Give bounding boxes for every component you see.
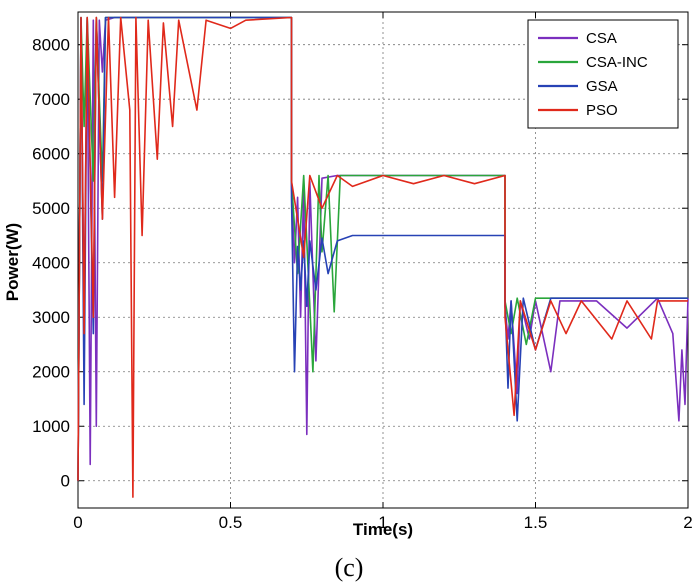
y-tick-label: 5000 (32, 199, 70, 218)
x-tick-label: 1.5 (524, 513, 548, 532)
y-tick-label: 0 (61, 472, 70, 491)
y-tick-label: 7000 (32, 90, 70, 109)
y-tick-label: 8000 (32, 36, 70, 55)
legend-label-pso: PSO (586, 102, 618, 119)
x-tick-label: 0 (73, 513, 82, 532)
x-axis-title: Time(s) (353, 520, 413, 539)
series-line-pso (77, 16, 688, 498)
legend-label-gsa: GSA (586, 78, 618, 95)
series-group (77, 16, 689, 498)
x-axis: 0 0.5 1 1.5 2 (73, 12, 693, 532)
legend: CSA CSA-INC GSA PSO (527, 19, 679, 129)
y-axis: 0 1000 2000 3000 4000 5000 6000 7000 8000 (32, 36, 688, 491)
series-line-csa-inc (77, 16, 688, 481)
chart: 0 1000 2000 3000 4000 5000 6000 7000 8000 0 0.5 1 1… (3, 11, 693, 539)
y-tick-label: 6000 (32, 145, 70, 164)
legend-label-csa-inc: CSA-INC (586, 54, 648, 71)
grid (78, 12, 688, 508)
y-tick-label: 1000 (32, 417, 70, 436)
y-axis-title: Power(W) (3, 223, 22, 301)
figure-caption: (c) (334, 553, 364, 582)
x-tick-label: 2 (683, 513, 692, 532)
y-tick-label: 3000 (32, 308, 70, 327)
x-tick-label: 1 (378, 513, 387, 532)
legend-label-csa: CSA (586, 30, 617, 47)
y-tick-label: 4000 (32, 254, 70, 273)
y-tick-label: 2000 (32, 363, 70, 382)
x-tick-label: 0.5 (219, 513, 243, 532)
